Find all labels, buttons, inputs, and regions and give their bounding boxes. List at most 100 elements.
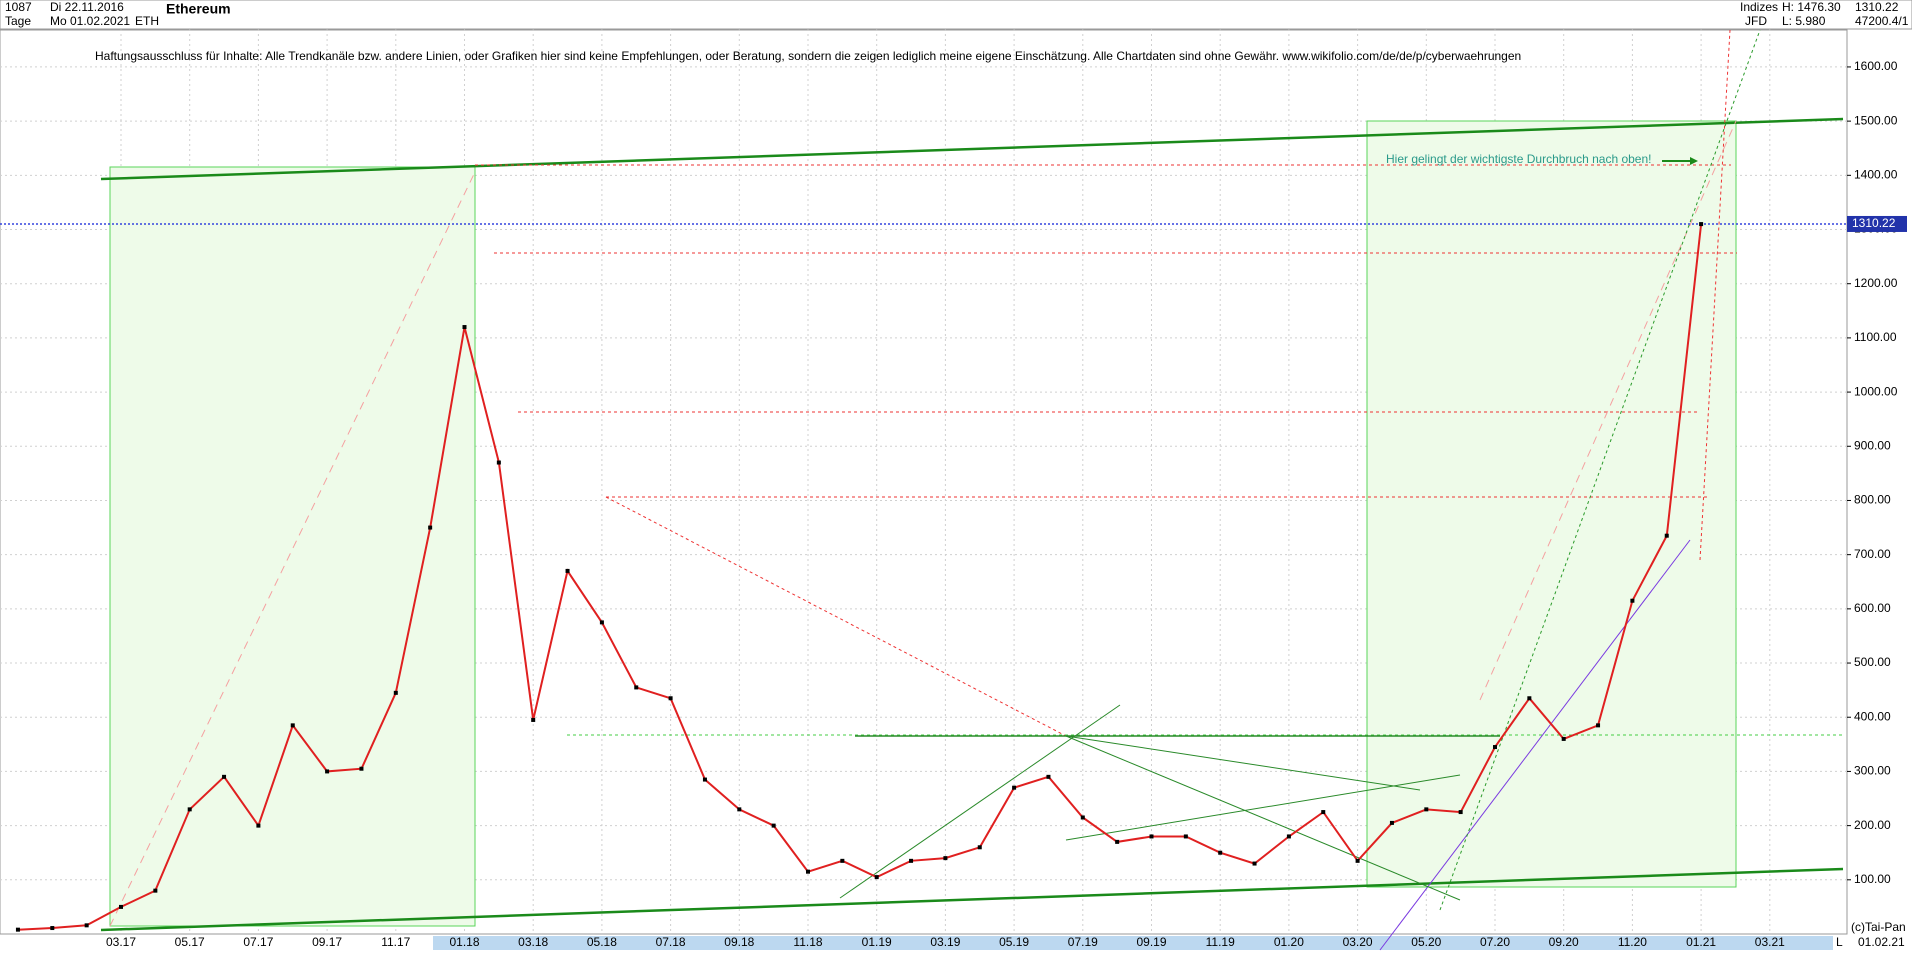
price-mark (1389, 820, 1394, 825)
annotation: Hier gelingt der wichtigste Durchbruch n… (1386, 152, 1651, 166)
price-mark (909, 858, 914, 863)
y-tick-label: 1000.00 (1854, 384, 1898, 398)
price-mark (1699, 222, 1704, 227)
x-tick-label: 07.20 (1480, 935, 1510, 949)
x-tick-label: 07.18 (656, 935, 686, 949)
axis-highlight (433, 936, 1833, 950)
header-low: L: 5.980 (1782, 14, 1826, 28)
price-mark (874, 875, 879, 880)
header-name: Ethereum (166, 1, 231, 17)
y-tick-label: 600.00 (1854, 601, 1891, 615)
price-mark (668, 696, 673, 701)
price-mark (977, 845, 982, 850)
x-tick-label: 03.17 (106, 935, 136, 949)
x-tick-label: 03.18 (518, 935, 548, 949)
y-tick-label: 1100.00 (1854, 330, 1897, 344)
trendline-bottom (100, 867, 1844, 932)
price-mark (1630, 598, 1635, 603)
header-symbol: ETH (135, 14, 159, 28)
header-bar (0, 0, 1912, 30)
price-mark (290, 723, 295, 728)
price-mark (771, 823, 776, 828)
y-tick-label: 1500.00 (1854, 113, 1898, 127)
x-tick-label: 01.20 (1274, 935, 1304, 949)
last-price-box (1847, 215, 1907, 232)
header-end: Mo 01.02.2021 (50, 14, 130, 28)
x-tick-label: 05.20 (1411, 935, 1441, 949)
price-mark (599, 620, 604, 625)
header-high: H: 1476.30 (1782, 0, 1841, 14)
x-tick-label: 11.18 (793, 935, 822, 949)
trend-line (1065, 735, 1421, 791)
price-mark (634, 685, 639, 690)
y-tick-label: 1600.00 (1854, 59, 1898, 73)
price-mark (393, 690, 398, 695)
y-tick-label: 200.00 (1854, 818, 1891, 832)
price-mark (496, 460, 501, 465)
trend-line (1379, 539, 1691, 951)
box-2020 (1366, 120, 1737, 888)
x-tick-label: 11.20 (1618, 935, 1647, 949)
price-mark (531, 717, 536, 722)
x-tick-label: 03.20 (1343, 935, 1373, 949)
price-mark (565, 568, 570, 573)
trendline-top (100, 117, 1844, 181)
y-tick-label: 1400.00 (1854, 167, 1898, 181)
price-mark (1286, 834, 1291, 839)
x-tick-label: 05.18 (587, 935, 617, 949)
x-tick-label: 03.21 (1755, 935, 1785, 949)
scale-mode: L (1836, 935, 1843, 949)
price-mark (1115, 839, 1120, 844)
price-mark (1012, 785, 1017, 790)
price-mark (1183, 834, 1188, 839)
price-line (17, 223, 1703, 931)
price-mark (737, 807, 742, 812)
price-mark (84, 923, 89, 928)
price-mark (187, 807, 192, 812)
y-tick-label: 800.00 (1854, 493, 1891, 507)
price-mark (1252, 861, 1257, 866)
x-tick-label: 05.19 (999, 935, 1029, 949)
trend-line (1699, 29, 1731, 561)
x-tick-label: 01.19 (862, 935, 892, 949)
x-tick-label: 09.19 (1136, 935, 1166, 949)
header-group: Indizes (1740, 0, 1778, 14)
annotation-arrowhead (1690, 157, 1698, 165)
price-mark (840, 858, 845, 863)
price-mark (1321, 810, 1326, 815)
price-mark (1664, 533, 1669, 538)
price-mark (325, 769, 330, 774)
price-mark (462, 325, 467, 330)
last-price-label: 1310.22 (1852, 216, 1896, 230)
price-mark (153, 888, 158, 893)
price-mark (15, 927, 20, 932)
price-mark (1149, 834, 1154, 839)
trend-line (1479, 120, 1737, 701)
price-mark (1493, 745, 1497, 750)
price-mark (256, 823, 261, 828)
header-period: Tage (5, 14, 31, 28)
price-mark (50, 926, 55, 931)
x-tick-label: 05.17 (175, 935, 205, 949)
trend-line (1065, 735, 1461, 901)
x-tick-label: 09.17 (312, 935, 342, 949)
x-tick-label: 07.19 (1068, 935, 1098, 949)
trend-line (1439, 29, 1761, 911)
price-mark (428, 525, 433, 530)
y-tick-label: 300.00 (1854, 764, 1891, 778)
y-tick-label: 900.00 (1854, 438, 1891, 452)
y-tick-label: 500.00 (1854, 655, 1891, 669)
x-tick-label: 01.21 (1686, 935, 1716, 949)
price-mark (1561, 736, 1566, 741)
x-tick-label: 07.17 (243, 935, 273, 949)
price-mark (1218, 850, 1223, 855)
disclaimer: Haftungsausschluss für Inhalte: Alle Tre… (95, 49, 1521, 63)
y-tick-label: 400.00 (1854, 709, 1891, 723)
y-tick-label: 100.00 (1854, 872, 1891, 886)
price-mark (806, 869, 810, 874)
price-mark (359, 766, 364, 771)
price-mark (1458, 810, 1463, 815)
header-start: Di 22.11.2016 (50, 0, 124, 14)
